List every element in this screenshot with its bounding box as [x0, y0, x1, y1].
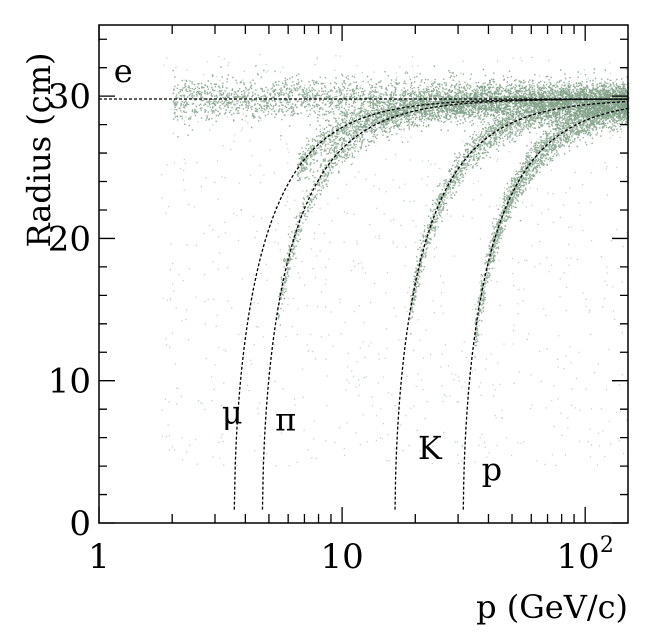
- y-tick-label: 10: [48, 362, 91, 402]
- series-label-π: π: [275, 401, 296, 439]
- plot-border: [98, 24, 629, 524]
- series-label-μ: μ: [222, 393, 243, 431]
- fit-curves: [99, 98, 629, 510]
- series-label-p: p: [482, 450, 502, 488]
- x-tick-exponent: 2: [600, 533, 614, 558]
- x-tick-label: 1: [88, 537, 110, 577]
- curve-p: [462, 107, 629, 510]
- curve-π: [261, 98, 628, 510]
- x-tick-label: 10: [320, 537, 363, 577]
- curve-K: [394, 100, 629, 510]
- band-points-π: [277, 78, 630, 326]
- band-e: [172, 65, 630, 138]
- y-tick-label: 30: [48, 77, 91, 117]
- band-points-e: [172, 65, 630, 138]
- x-tick-label: 102: [557, 533, 614, 577]
- y-tick-label: 20: [48, 219, 91, 259]
- x-axis-label: p (GeV/c): [476, 588, 628, 626]
- series-label-K: K: [418, 429, 443, 467]
- y-axis-label: Radius (cm): [20, 52, 58, 247]
- y-tick-label: 0: [69, 504, 91, 544]
- tick-marks: [98, 25, 628, 524]
- series-label-e: e: [114, 52, 133, 90]
- band-π: [277, 78, 630, 326]
- band-K: [409, 69, 630, 335]
- series-labels: e μ π Kp: [114, 52, 502, 488]
- band-points-K: [409, 69, 630, 335]
- axis-ticks: [98, 25, 628, 524]
- plot-frame: [98, 24, 629, 524]
